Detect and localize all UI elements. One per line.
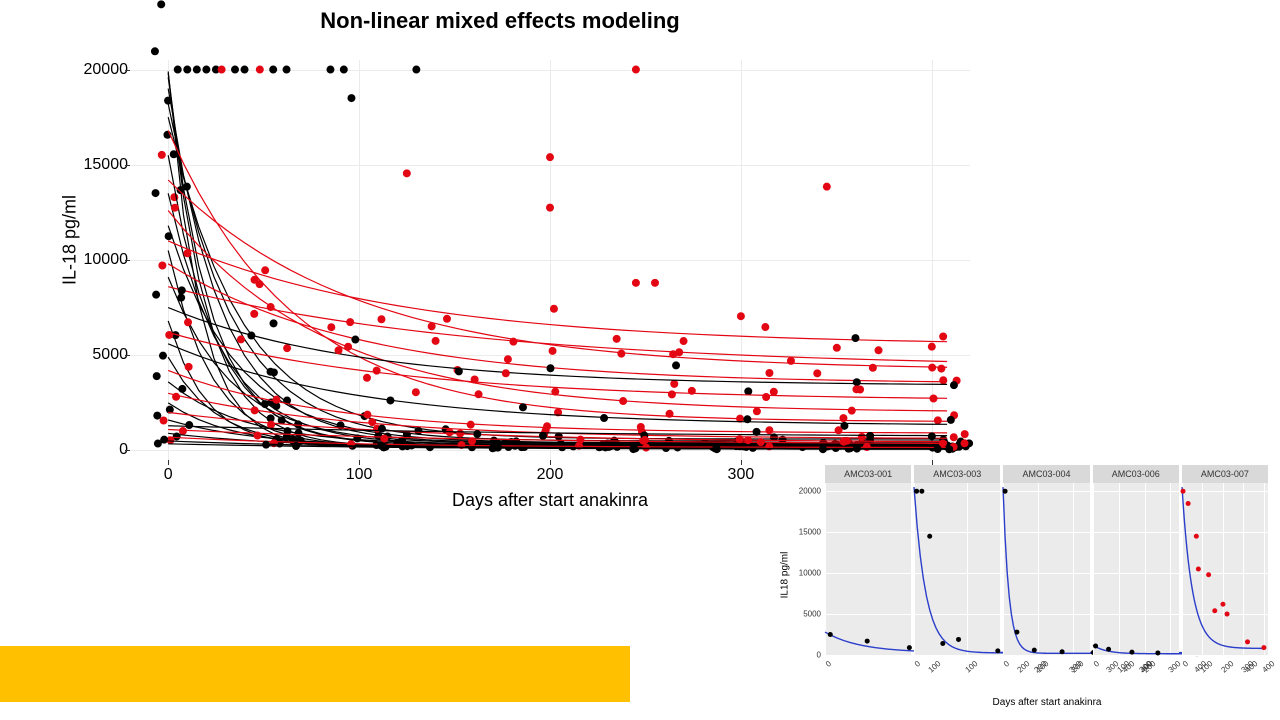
facet-plot-area [1003,483,1089,655]
yellow-accent-bar [0,646,630,702]
facet-strip-label: AMC03-001 [825,465,911,483]
facet-x-axis-label: Days after start anakinra [827,697,1267,708]
facet-plot-area [825,483,911,655]
facet-plot-area [1182,483,1268,655]
facet-strip-label: AMC03-003 [914,465,1000,483]
chart-title: Non-linear mixed effects modeling [0,8,1000,34]
facet-panel: AMC03-0060100200300400 [1093,465,1179,685]
facet-panel: AMC03-0040100200300400 [1003,465,1089,685]
main-y-axis-label: IL-18 pg/ml [60,195,81,285]
facet-y-axis-label: IL18 pg/ml [780,552,791,599]
facet-y-ticks: 05000100001500020000 [795,483,823,655]
main-chart: IL-18 pg/ml Days after start anakinra 05… [50,40,990,520]
facet-panels: IL18 pg/ml Days after start anakinra 050… [777,465,1272,710]
facet-plot-area [1093,483,1179,655]
facet-strip-label: AMC03-004 [1003,465,1089,483]
facet-row: AMC03-0010100200300400AMC03-003010020030… [825,465,1268,685]
facet-panel: AMC03-0010100200300400 [825,465,911,685]
facet-panel: AMC03-0070100200300400 [1182,465,1268,685]
facet-strip-label: AMC03-006 [1093,465,1179,483]
facet-panel: AMC03-0030100200300400 [914,465,1000,685]
main-plot-area [130,60,970,460]
facet-strip-label: AMC03-007 [1182,465,1268,483]
facet-plot-area [914,483,1000,655]
